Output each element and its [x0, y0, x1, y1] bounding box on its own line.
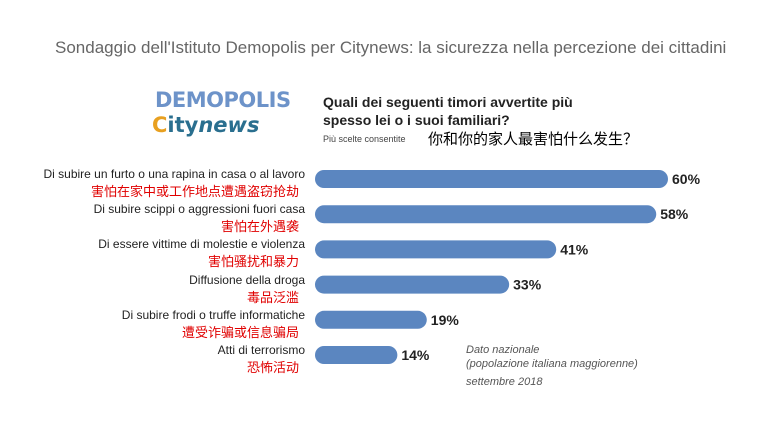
category-label: Di subire un furto o una rapina in casa … — [43, 167, 306, 181]
citynews-logo-c: C — [152, 113, 168, 137]
note-line-2: (popolazione italiana maggiorenne) — [466, 358, 638, 370]
value-label: 33% — [513, 277, 542, 293]
bar — [315, 240, 557, 259]
data-note: Dato nazionale (popolazione italiana mag… — [466, 343, 638, 371]
category-label: Di subire scippi o aggressioni fuori cas… — [93, 202, 305, 217]
category-translation: 遭受诈骗或信息骗局 — [181, 324, 299, 340]
citynews-logo-news: news — [198, 113, 260, 137]
value-label: 14% — [401, 347, 430, 363]
category-translation: 恐怖活动 — [246, 360, 299, 375]
note-date: settembre 2018 — [466, 376, 543, 388]
category-label: Di subire frodi o truffe informatiche — [121, 307, 305, 322]
bar — [315, 310, 427, 329]
category-label: Di essere vittime di molestie e violenza — [98, 237, 305, 252]
demopolis-logo: DEMOPOLIS — [155, 88, 291, 112]
bar — [315, 275, 510, 294]
value-label: 41% — [560, 241, 589, 257]
category-translation: 害怕骚扰和暴力 — [207, 254, 299, 270]
category-translation: 害怕在家中或工作地点遭遇盗窃抢劫 — [90, 184, 299, 199]
bar — [315, 346, 398, 364]
category-translation: 害怕在外遇袭 — [220, 219, 299, 235]
value-label: 60% — [672, 171, 701, 187]
question-translation: 你和你的家人最害怕什么发生？ — [428, 131, 639, 148]
value-label: 58% — [660, 206, 689, 222]
citynews-logo: Citynews — [152, 113, 259, 137]
category-label: Atti di terrorismo — [217, 343, 305, 357]
note-line-1: Dato nazionale — [466, 344, 540, 356]
bar — [315, 170, 668, 188]
category-label: Diffusione della droga — [189, 272, 305, 287]
question-text: Quali dei seguenti timori avvertite più … — [323, 94, 573, 128]
value-label: 19% — [431, 312, 460, 328]
question-subtitle: Più scelte consentite — [323, 134, 406, 144]
page-title: Sondaggio dell'Istituto Demopolis per Ci… — [55, 38, 727, 57]
citynews-logo-city: ity — [167, 113, 199, 137]
bar — [315, 205, 657, 224]
category-translation: 毒品泛滥 — [246, 289, 299, 305]
